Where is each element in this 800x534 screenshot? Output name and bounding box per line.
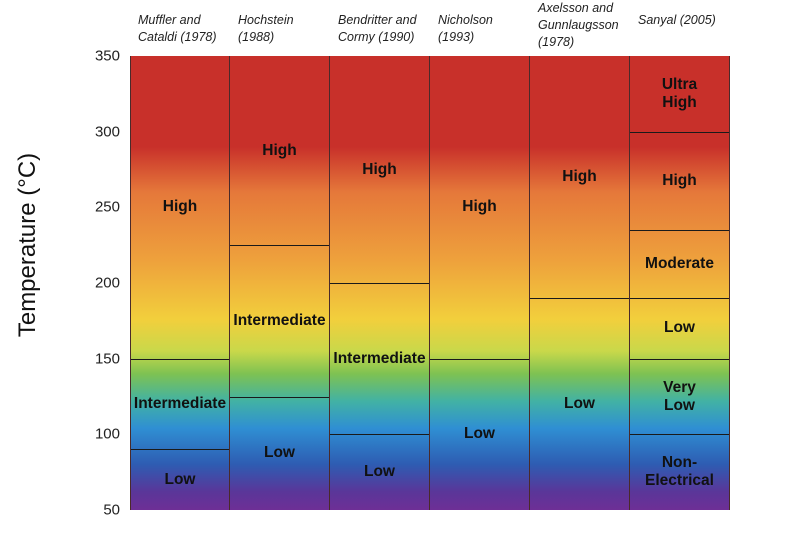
zone-boundary-line [630, 434, 729, 436]
column-header-line: Muffler and [138, 13, 201, 27]
zone-label-line: High [662, 171, 697, 189]
zone-boundary-line [630, 230, 729, 232]
zone-label: Low [230, 444, 329, 462]
y-tick-label: 200 [94, 274, 120, 292]
zone-label-line: Intermediate [233, 311, 326, 329]
column-header: Axelsson and Gunnlaugsson (1978) [530, 0, 630, 51]
column-header: Nicholson (1993) [430, 12, 530, 46]
y-tick-label: 100 [94, 425, 120, 443]
zone-label: Low [630, 319, 729, 337]
zone-label-line: Electrical [645, 472, 714, 490]
zone-boundary-line [230, 245, 329, 247]
column-header: Sanyal (2005) [630, 12, 730, 29]
zone-label: Intermediate [131, 395, 229, 413]
y-tick-label: 50 [103, 501, 120, 519]
zone-label-line: High [462, 198, 497, 216]
zone-label: Intermediate [230, 312, 329, 330]
zone-label-line: Moderate [645, 255, 714, 273]
column-header-line: Sanyal (2005) [638, 13, 716, 27]
zone-label: High [230, 142, 329, 160]
zone-boundary-line [630, 298, 729, 300]
zone-label-line: High [362, 160, 397, 178]
temperature-classification-chart: High Intermediate Low High Intermediate Low Hi… [130, 56, 730, 510]
zone-label-line: Very [663, 378, 696, 396]
zone-label: High [330, 161, 429, 179]
column-header-line: Bendritter and [338, 13, 417, 27]
classification-column: High Low [530, 56, 630, 510]
zone-label: High [530, 168, 629, 186]
column-header-line: (1993) [438, 30, 475, 44]
zone-label: High [630, 172, 729, 190]
column-header-line: (1978) [538, 35, 575, 49]
zone-label: Moderate [630, 255, 729, 273]
zone-label-line: Low [364, 463, 395, 481]
zone-boundary-line [630, 131, 729, 133]
zone-label: Low [330, 463, 429, 481]
zone-boundary-line [630, 358, 729, 360]
column-header: Hochstein (1988) [230, 12, 330, 46]
zone-label-line: Low [564, 395, 595, 413]
zone-label-line: Low [664, 396, 695, 414]
zone-label: Low [131, 471, 229, 489]
zone-boundary-line [230, 396, 329, 398]
zone-boundary-line [430, 358, 529, 360]
column-header-line: Axelsson and [538, 1, 614, 15]
column-header-line: Cormy (1990) [338, 30, 415, 44]
classification-column: High Intermediate Low [130, 56, 230, 510]
zone-boundary-line [330, 434, 429, 436]
zone-label-line: High [562, 168, 597, 186]
zone-label: Low [530, 395, 629, 413]
y-tick-label: 150 [94, 350, 120, 368]
classification-column: High Intermediate Low [330, 56, 430, 510]
zone-label: Ultra High [630, 76, 729, 112]
column-header: Muffler and Cataldi (1978) [130, 12, 230, 46]
zone-label-line: Intermediate [133, 395, 227, 413]
zone-label-line: Low [164, 470, 196, 488]
zone-label-line: Low [264, 444, 295, 462]
column-header: Bendritter and Cormy (1990) [330, 12, 430, 46]
y-tick-label: 250 [94, 198, 120, 216]
zone-label-line: Ultra [661, 75, 698, 93]
column-header-line: (1988) [238, 30, 275, 44]
zone-boundary-line [131, 449, 229, 451]
classification-column: Ultra High High Moderate Low Very Low Non- Elect… [630, 56, 730, 510]
zone-boundary-line [530, 298, 629, 300]
column-header-line: Nicholson [438, 13, 493, 27]
classification-column: High Low [430, 56, 530, 510]
zone-label-line: High [662, 93, 697, 111]
zone-label: Low [430, 425, 529, 443]
y-tick-label: 350 [94, 47, 120, 65]
column-header-line: Cataldi (1978) [138, 30, 217, 44]
zone-label: High [430, 198, 529, 216]
zone-label-line: Non- [661, 454, 698, 472]
zone-label-line: Low [664, 319, 695, 337]
zone-label: High [131, 198, 229, 216]
zone-label: Very Low [630, 379, 729, 415]
classification-column: High Intermediate Low [230, 56, 330, 510]
zone-label-line: Intermediate [333, 349, 426, 367]
zone-label: Intermediate [330, 350, 429, 368]
zone-label-line: High [162, 198, 198, 216]
zone-boundary-line [330, 283, 429, 284]
zone-label-line: High [262, 141, 297, 159]
column-header-line: Hochstein [238, 13, 294, 27]
y-axis-label: Temperature (°C) [14, 152, 41, 338]
column-header-line: Gunnlaugsson [538, 18, 619, 32]
zone-label: Non- Electrical [630, 454, 729, 490]
y-tick-label: 300 [94, 123, 120, 141]
zone-label-line: Low [464, 425, 495, 443]
zone-boundary-line [131, 358, 229, 360]
